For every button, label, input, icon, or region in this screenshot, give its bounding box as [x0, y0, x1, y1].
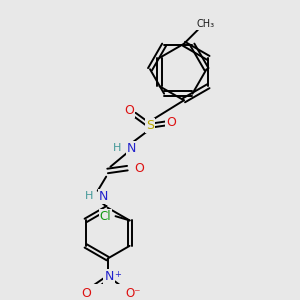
Text: S: S	[146, 119, 154, 132]
Text: Cl: Cl	[100, 210, 111, 223]
Text: O⁻: O⁻	[125, 287, 141, 300]
Text: H: H	[85, 191, 93, 201]
Text: O: O	[82, 287, 91, 300]
Text: O: O	[134, 162, 144, 175]
Text: O: O	[166, 116, 176, 129]
Text: O: O	[124, 104, 134, 117]
Text: H: H	[113, 143, 122, 153]
Text: +: +	[114, 270, 121, 279]
Text: N: N	[104, 271, 114, 284]
Text: N: N	[127, 142, 136, 155]
Text: N: N	[99, 190, 108, 203]
Text: CH₃: CH₃	[196, 19, 214, 29]
